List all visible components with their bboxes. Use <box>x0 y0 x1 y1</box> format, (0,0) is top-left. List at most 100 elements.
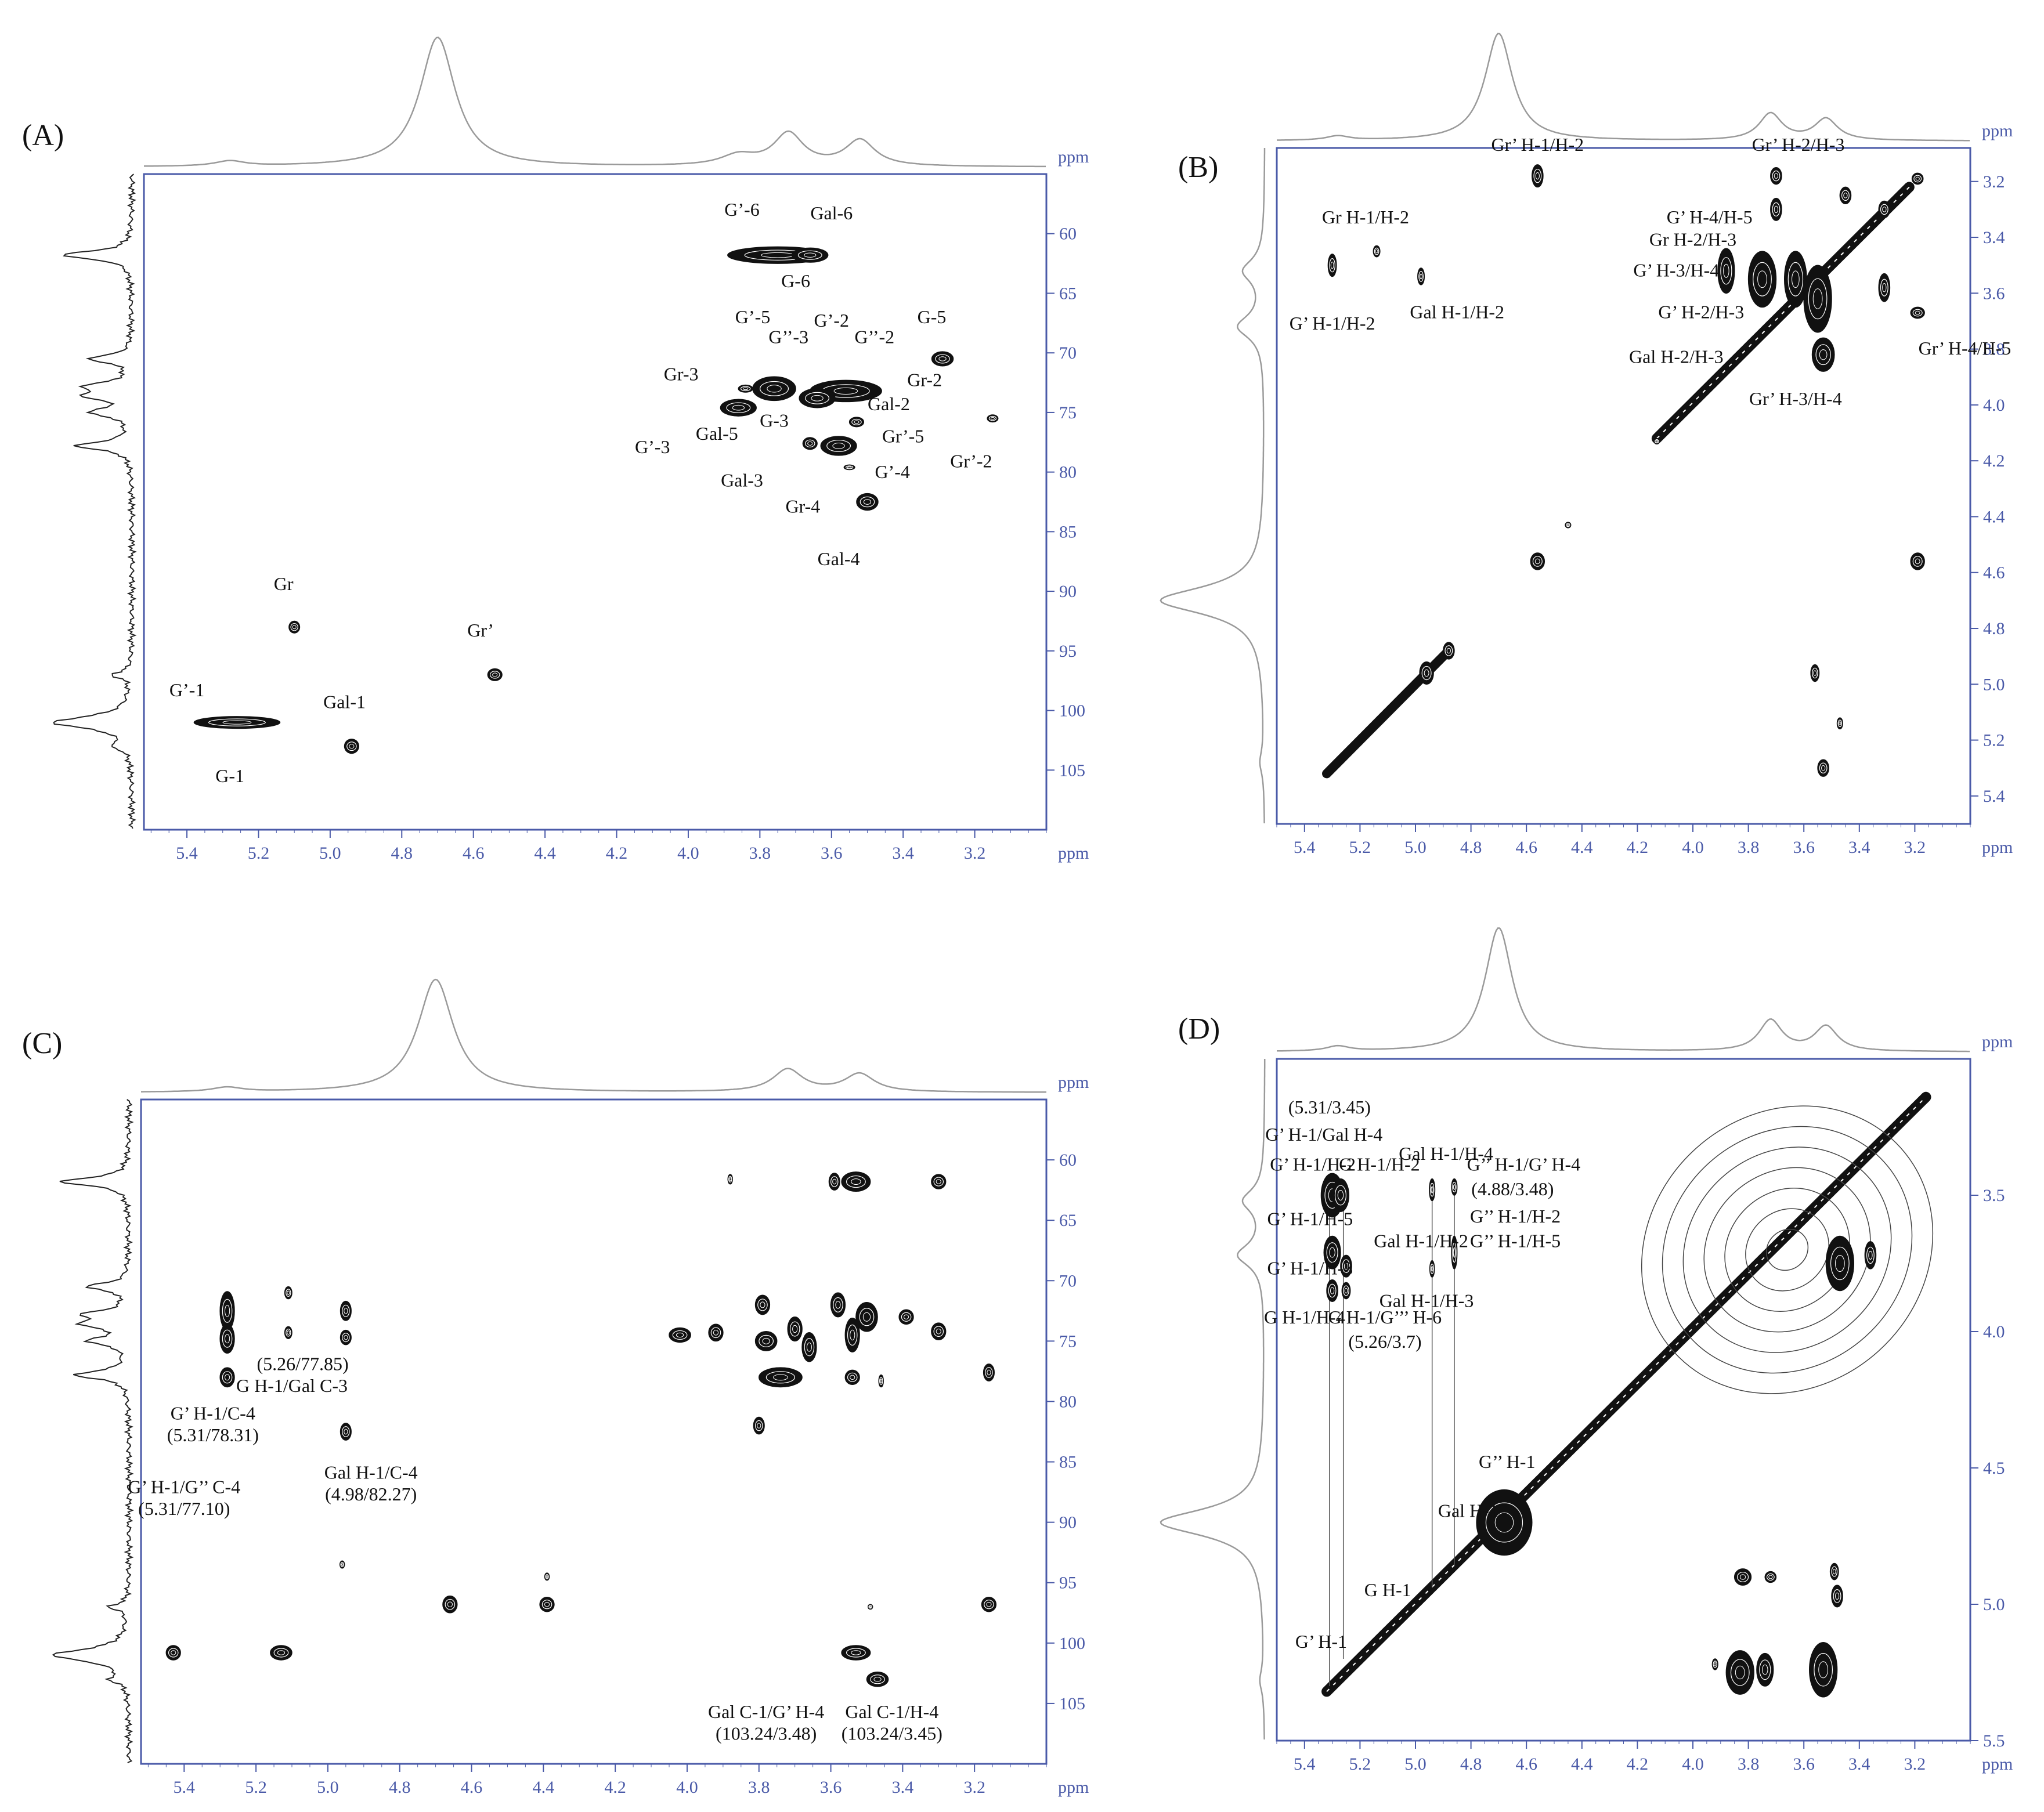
peak-contour-mid <box>1808 278 1828 320</box>
peak-contour-inner <box>850 1329 855 1341</box>
x-tick-label: 5.0 <box>1404 838 1427 857</box>
peak-contour-outer <box>753 1416 765 1435</box>
x-tick-label: 4.6 <box>463 844 485 863</box>
peak-contour-mid <box>1329 258 1335 273</box>
peak-contour-mid <box>1430 1263 1434 1274</box>
peak-contour-inner <box>835 1301 841 1309</box>
peak-contour-outer <box>981 1596 997 1612</box>
peak-contour-mid <box>1814 1653 1833 1687</box>
peak-contour-mid <box>860 496 875 508</box>
x-tick-label: 5.4 <box>174 1778 196 1797</box>
peak-contour-inner <box>1420 273 1422 280</box>
peak-contour-inner <box>832 1178 837 1185</box>
y-tick-label: 3.5 <box>1983 1186 2005 1205</box>
peak-contour-outer <box>801 1332 817 1362</box>
x-tick-label: 4.4 <box>534 844 556 863</box>
cross-peak <box>855 1301 878 1332</box>
cross-peak <box>738 384 753 393</box>
peak-contour-inner <box>732 404 745 411</box>
peak-contour-outer <box>340 1300 352 1321</box>
x-tick-label: 5.2 <box>248 844 270 863</box>
peak-contour-mid <box>755 1420 763 1431</box>
peak-contour-outer <box>1717 248 1735 294</box>
panel-b-cosy: (B) 5.4 5.2 5.0 4.8 4.6 4.4 4.2 4.0 3.8 3.6 3.4 3.2 p… <box>1160 32 2013 857</box>
y-tick-label: 105 <box>1059 1694 1085 1713</box>
x-tick-label: 5.4 <box>176 844 198 863</box>
peak-annotation: Gr’-2 <box>950 450 992 471</box>
x-tick-label: 4.0 <box>1682 1755 1704 1774</box>
peak-contour-inner <box>277 1650 286 1655</box>
peak-annotation: G-5 <box>918 306 947 327</box>
peak-contour-outer <box>669 1327 691 1343</box>
peak-contour-inner <box>1424 669 1429 677</box>
peak-annotation: G’’-3 <box>768 327 808 348</box>
peak-contour-outer <box>754 1294 771 1315</box>
peak-contour-inner <box>1739 1574 1746 1580</box>
cross-peak <box>848 417 865 428</box>
peak-contour-outer <box>1764 1571 1777 1583</box>
cross-peak <box>983 1363 995 1381</box>
cross-peak <box>1911 172 1924 185</box>
peak-contour-inner <box>1812 288 1823 309</box>
cross-peak <box>1717 248 1735 294</box>
peak-contour-mid <box>1831 1566 1838 1577</box>
peak-contour-outer <box>1910 552 1925 570</box>
cross-peak <box>340 1300 352 1321</box>
cross-peak <box>830 1292 846 1318</box>
peak-contour-inner <box>1832 1568 1836 1575</box>
x-tick-label: 3.4 <box>892 844 914 863</box>
peak-contour-mid <box>1566 523 1570 527</box>
peak-contour-mid <box>222 1299 233 1323</box>
peak-contour-inner <box>222 720 252 725</box>
plot-frame <box>143 173 1048 831</box>
peak-contour-inner <box>863 499 872 505</box>
x-tick-label: 3.2 <box>964 844 986 863</box>
peak-contour-outer <box>856 493 879 511</box>
peak-annotation: Gal-6 <box>810 202 853 223</box>
cross-peak <box>1864 1241 1877 1270</box>
x-tick-label: 3.2 <box>1904 1755 1926 1774</box>
x-tick-label: 5.2 <box>1349 1755 1371 1774</box>
cross-peak <box>1756 1652 1774 1687</box>
contour-cloud-ring <box>1641 1105 1934 1394</box>
diagonal-contour-gap <box>1656 186 1910 439</box>
peak-contour-inner <box>851 1178 861 1185</box>
peak-contour-inner <box>1839 721 1841 726</box>
x-tick-label: 5.0 <box>317 1778 339 1797</box>
peak-annotation: (5.26/3.7) <box>1348 1331 1421 1352</box>
x-tick-label: 3.6 <box>820 1778 842 1797</box>
peak-annotation: Gr’ H-1/H-2 <box>1491 134 1584 155</box>
y-tick-label: 100 <box>1059 701 1085 721</box>
peak-contour-mid <box>1815 344 1831 366</box>
peak-contour-outer <box>1810 664 1820 682</box>
peak-contour-mid <box>1533 168 1542 183</box>
x-tick-label: 4.0 <box>1682 838 1704 857</box>
cross-peak <box>544 1572 550 1581</box>
contour-cloud-ring <box>1765 1228 1809 1271</box>
peak-contour-mid <box>273 1648 289 1658</box>
peak-contour-outer <box>1910 306 1925 319</box>
peak-contour-inner <box>807 441 813 446</box>
peak-contour-inner <box>1774 173 1779 179</box>
peak-annotation: Gal C-1/H-4 <box>845 1701 938 1722</box>
peak-contour-mid <box>879 1377 883 1385</box>
peak-contour-inner <box>1330 261 1334 269</box>
cross-peak <box>1340 1254 1352 1278</box>
peak-contour-inner <box>1792 270 1800 288</box>
peak-contour-mid <box>845 465 854 469</box>
y-unit-label: ppm <box>1982 1032 2013 1051</box>
cross-peak <box>759 1367 803 1388</box>
cross-peak <box>1565 522 1572 529</box>
cross-peak <box>539 1596 555 1612</box>
cross-peak <box>841 1645 871 1661</box>
x-tick-label: 4.2 <box>606 844 628 863</box>
contour-cloud-ring <box>1724 1188 1850 1312</box>
peak-contour-outer <box>931 1174 947 1189</box>
peak-contour-inner <box>936 1328 941 1334</box>
peak-annotation: (5.31/3.45) <box>1288 1097 1371 1117</box>
peak-contour-mid <box>222 1371 233 1384</box>
peak-annotation: G’-1 <box>169 679 204 700</box>
x-tick-label: 5.0 <box>319 844 341 863</box>
panel-label: (B) <box>1178 151 1218 184</box>
x-tick-label: 3.6 <box>821 844 843 863</box>
